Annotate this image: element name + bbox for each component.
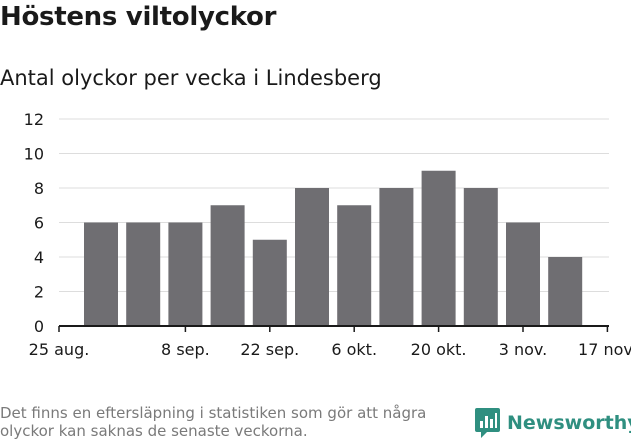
x-tick-label: 25 aug. — [29, 340, 90, 359]
bar — [84, 222, 118, 326]
bar — [295, 188, 329, 326]
chart-title: Höstens viltolyckor — [0, 2, 277, 32]
x-tick-label: 20 okt. — [411, 340, 467, 359]
bar — [506, 222, 540, 326]
y-tick-label: 8 — [34, 179, 44, 198]
bar — [337, 205, 372, 326]
x-tick-label: 8 sep. — [161, 340, 210, 359]
brand-logo: Newsworthy — [475, 408, 631, 438]
x-axis-labels: 25 aug. 8 sep. 22 sep. 6 okt. 20 okt. 3 nov. 1… — [29, 340, 631, 359]
x-axis — [58, 325, 609, 332]
bar — [463, 188, 498, 326]
bar — [126, 222, 161, 326]
chart-subtitle: Antal olyckor per vecka i Lindesberg — [0, 66, 382, 90]
bar — [210, 205, 245, 326]
x-tick-label: 6 okt. — [331, 340, 377, 359]
x-tick-label: 3 nov. — [499, 340, 548, 359]
bars — [84, 170, 583, 326]
x-tick-label: 17 nov. — [578, 340, 631, 359]
y-tick-label: 0 — [34, 317, 44, 336]
brand-name: Newsworthy — [507, 412, 631, 434]
x-tick-label: 22 sep. — [240, 340, 299, 359]
bar — [252, 239, 287, 326]
bar — [168, 222, 203, 326]
y-tick-label: 10 — [24, 145, 44, 164]
y-tick-label: 6 — [34, 214, 44, 233]
footnote: Det finns en eftersläpning i statistiken… — [0, 404, 427, 440]
y-axis-labels: 0 2 4 6 8 10 12 — [24, 110, 44, 336]
y-tick-label: 12 — [24, 110, 44, 129]
newsworthy-logo-icon — [475, 408, 500, 438]
bar — [421, 170, 456, 326]
bar-chart: 0 2 4 6 8 10 12 25 aug. 8 sep. 22 sep. 6 okt. 20 o… — [24, 110, 631, 359]
y-tick-label: 4 — [34, 248, 44, 267]
bar — [379, 188, 414, 326]
y-tick-label: 2 — [34, 283, 44, 302]
bar — [548, 257, 583, 326]
